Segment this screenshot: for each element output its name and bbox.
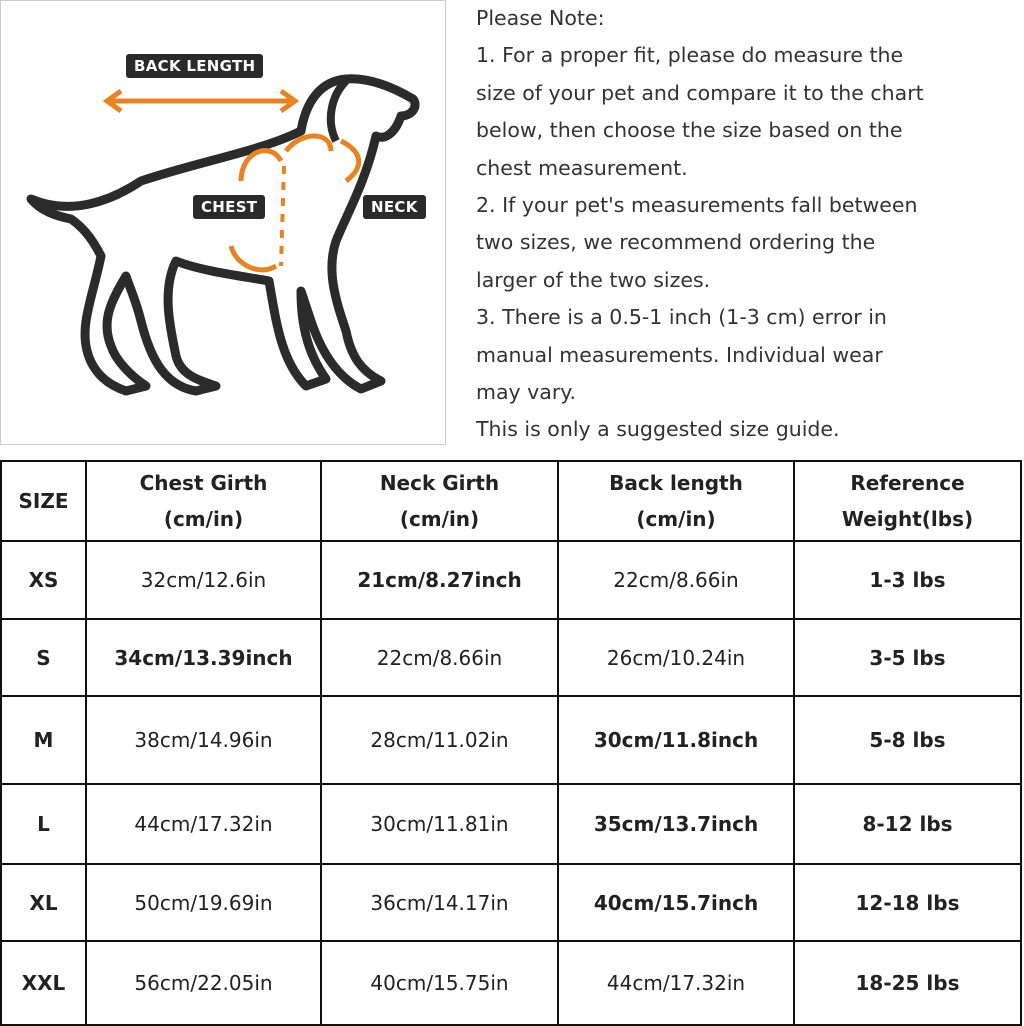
chest-cell: 44cm/17.32in xyxy=(85,783,322,865)
chest-cell: 38cm/14.96in xyxy=(85,695,322,785)
weight-cell: 3-5 lbs xyxy=(793,618,1022,697)
size-cell: XL xyxy=(0,863,87,942)
back-cell: 35cm/13.7inch xyxy=(557,783,795,865)
header-back: Back length (cm/in) xyxy=(557,460,795,542)
note-line: 3. There is a 0.5-1 inch (1-3 cm) error … xyxy=(476,305,887,330)
weight-cell: 5-8 lbs xyxy=(793,695,1022,785)
header-weight: Reference Weight(lbs) xyxy=(793,460,1022,542)
table-header-row: SIZE Chest Girth (cm/in) Neck Girth (cm/in… xyxy=(0,460,1022,542)
table-row: L 44cm/17.32in 30cm/11.81in 35cm/13.7inc… xyxy=(0,783,1022,865)
note-line: 1. For a proper fit, please do measure t… xyxy=(476,43,904,68)
chest-cell: 50cm/19.69in xyxy=(85,863,322,942)
size-cell: S xyxy=(0,618,87,697)
dog-measurement-diagram: BACK LENGTH CHEST NECK xyxy=(0,0,446,445)
back-length-label: BACK LENGTH xyxy=(126,54,264,78)
size-table: SIZE Chest Girth (cm/in) Neck Girth (cm/in… xyxy=(0,460,1022,1026)
weight-cell: 8-12 lbs xyxy=(793,783,1022,865)
neck-cell: 36cm/14.17in xyxy=(320,863,559,942)
size-cell: XXL xyxy=(0,940,87,1026)
back-cell: 26cm/10.24in xyxy=(557,618,795,697)
note-line: may vary. xyxy=(476,380,577,405)
weight-cell: 18-25 lbs xyxy=(793,940,1022,1026)
neck-cell: 40cm/15.75in xyxy=(320,940,559,1026)
header-neck: Neck Girth (cm/in) xyxy=(320,460,559,542)
header-size: SIZE xyxy=(0,460,87,542)
note-line: 2. If your pet's measurements fall betwe… xyxy=(476,193,918,218)
chest-cell: 56cm/22.05in xyxy=(85,940,322,1026)
chest-label: CHEST xyxy=(193,195,266,219)
header-chest: Chest Girth (cm/in) xyxy=(85,460,322,542)
size-cell: XS xyxy=(0,540,87,620)
weight-cell: 12-18 lbs xyxy=(793,863,1022,942)
back-cell: 44cm/17.32in xyxy=(557,940,795,1026)
note-line: chest measurement. xyxy=(476,155,688,180)
note-line: below, then choose the size based on the xyxy=(476,118,903,143)
size-cell: M xyxy=(0,695,87,785)
weight-cell: 1-3 lbs xyxy=(793,540,1022,620)
table-row: XS 32cm/12.6in 21cm/8.27inch 22cm/8.66in… xyxy=(0,540,1022,620)
neck-cell: 22cm/8.66in xyxy=(320,618,559,697)
note-line: two sizes, we recommend ordering the xyxy=(476,230,876,255)
dog-outline-icon xyxy=(26,74,420,396)
notes-title: Please Note: xyxy=(476,6,605,30)
neck-cell: 30cm/11.81in xyxy=(320,783,559,865)
neck-label: NECK xyxy=(363,195,426,219)
back-cell: 22cm/8.66in xyxy=(557,540,795,620)
table-row: XXL 56cm/22.05in 40cm/15.75in 44cm/17.32… xyxy=(0,940,1022,1026)
note-line: size of your pet and compare it to the c… xyxy=(476,80,924,105)
chest-cell: 34cm/13.39inch xyxy=(85,618,322,697)
note-line: larger of the two sizes. xyxy=(476,267,711,292)
table-row: S 34cm/13.39inch 22cm/8.66in 26cm/10.24i… xyxy=(0,618,1022,697)
table-row: XL 50cm/19.69in 36cm/14.17in 40cm/15.7in… xyxy=(0,863,1022,942)
back-cell: 40cm/15.7inch xyxy=(557,863,795,942)
chest-cell: 32cm/12.6in xyxy=(85,540,322,620)
neck-cell: 21cm/8.27inch xyxy=(320,540,559,620)
back-cell: 30cm/11.8inch xyxy=(557,695,795,785)
table-row: M 38cm/14.96in 28cm/11.02in 30cm/11.8inc… xyxy=(0,695,1022,785)
note-line: manual measurements. Individual wear xyxy=(476,342,883,367)
note-line: This is only a suggested size guide. xyxy=(476,417,840,442)
size-notes: Please Note: 1. For a proper fit, please… xyxy=(476,0,1024,449)
size-cell: L xyxy=(0,783,87,865)
neck-cell: 28cm/11.02in xyxy=(320,695,559,785)
